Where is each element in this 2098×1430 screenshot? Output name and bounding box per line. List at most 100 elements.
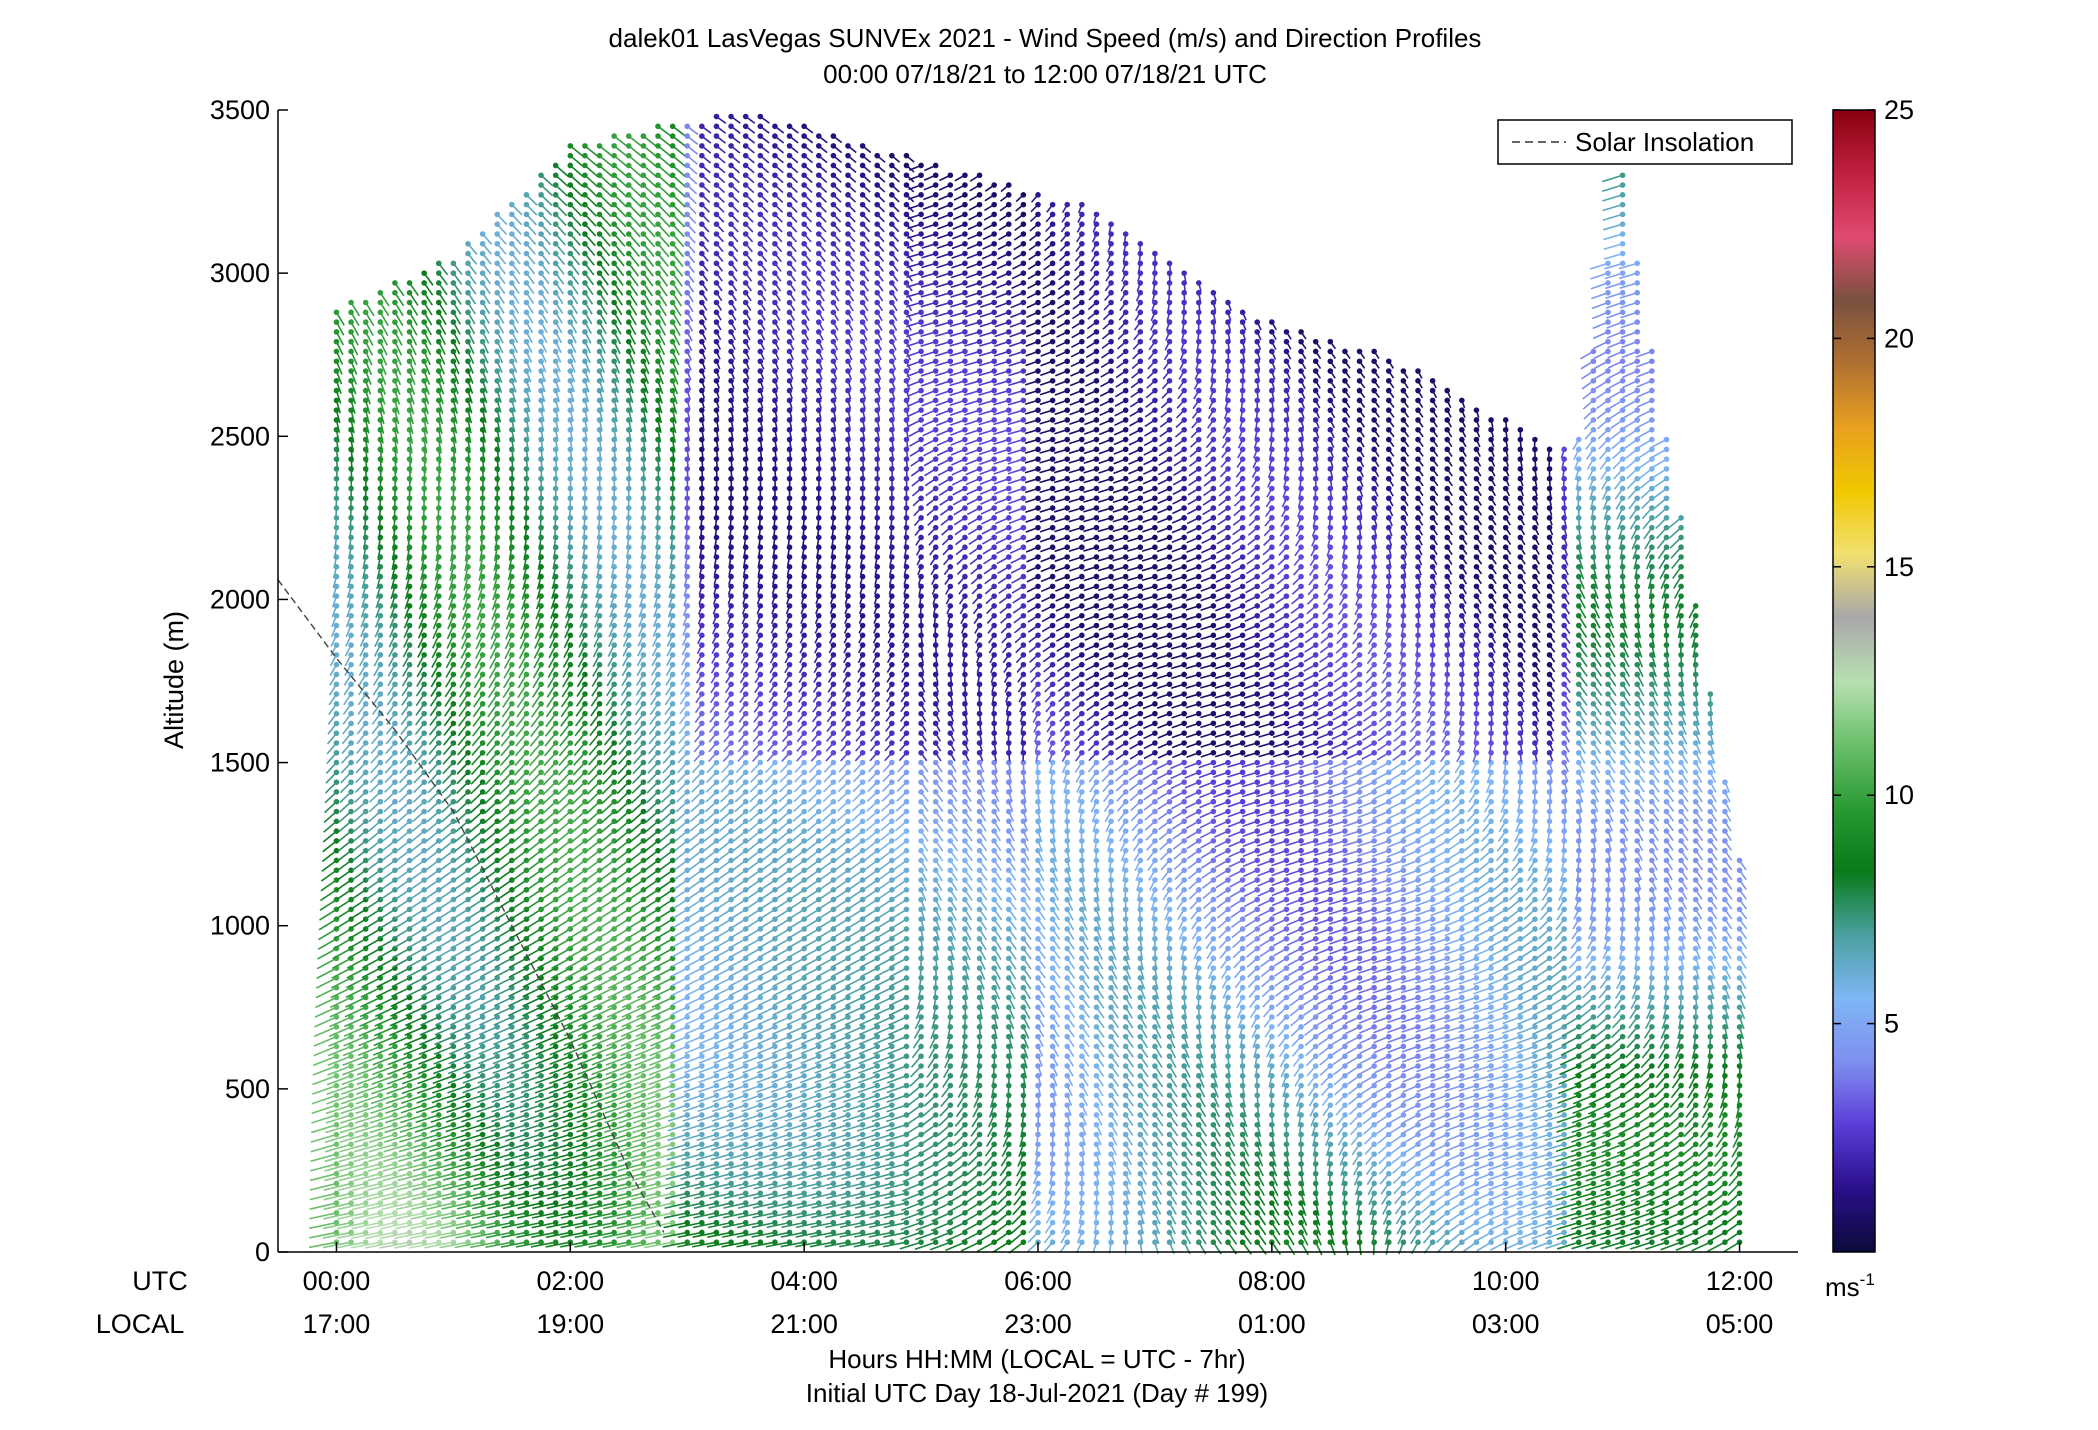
- wind-barb-dot: [641, 1151, 647, 1157]
- wind-barb-dot: [392, 858, 398, 864]
- wind-barb-dot: [553, 339, 559, 345]
- wind-barb-dot: [480, 300, 486, 306]
- wind-barb-dot: [582, 623, 588, 629]
- wind-barb-dot: [465, 652, 471, 658]
- wind-barb-dot: [524, 1122, 530, 1128]
- wind-barb-dot: [509, 642, 515, 648]
- wind-barb-dot: [392, 730, 398, 736]
- wind-barb-dot: [392, 1132, 398, 1138]
- wind-barb-dot: [509, 701, 515, 707]
- wind-barb-dot: [611, 1142, 617, 1148]
- wind-barb-dot: [553, 672, 559, 678]
- wind-barb-dot: [582, 672, 588, 678]
- wind-barb-dot: [407, 613, 413, 619]
- wind-barb-dot: [363, 349, 369, 355]
- wind-barb-dot: [538, 711, 544, 717]
- wind-barb-dot: [421, 819, 427, 825]
- wind-barb-dot: [451, 711, 457, 717]
- wind-barb-dot: [378, 1181, 384, 1187]
- wind-barb-dot: [334, 760, 340, 766]
- wind-barb-dot: [538, 1132, 544, 1138]
- wind-barb-dot: [378, 701, 384, 707]
- wind-barb-dot: [524, 202, 530, 208]
- wind-barb-dot: [670, 1063, 676, 1069]
- wind-barb-dot: [348, 691, 354, 697]
- wind-barb-dot: [436, 642, 442, 648]
- wind-barb-dot: [655, 124, 661, 130]
- wind-barb-dot: [421, 368, 427, 374]
- wind-barb-dot: [465, 329, 471, 335]
- wind-barb-dot: [480, 1200, 486, 1206]
- wind-barb-dot: [538, 740, 544, 746]
- wind-barb-dot: [655, 642, 661, 648]
- wind-barb-dot: [597, 711, 603, 717]
- wind-barb-dot: [378, 290, 384, 296]
- wind-barb-dot: [363, 789, 369, 795]
- wind-barb-dot: [421, 1171, 427, 1177]
- wind-barb-dot: [641, 280, 647, 286]
- wind-barb-dot: [641, 1200, 647, 1206]
- wind-barb-dot: [378, 1063, 384, 1069]
- wind-barb-dot: [611, 1102, 617, 1108]
- wind-barb-dot: [597, 681, 603, 687]
- wind-barb-dot: [670, 1171, 676, 1177]
- wind-barb-dot: [465, 613, 471, 619]
- wind-barb-dot: [626, 163, 632, 169]
- wind-barb-dot: [334, 1151, 340, 1157]
- wind-barb-dot: [348, 309, 354, 315]
- wind-barb-dot: [392, 613, 398, 619]
- wind-barb-dot: [553, 681, 559, 687]
- wind-barb-dot: [641, 339, 647, 345]
- wind-barb-dot: [597, 633, 603, 639]
- wind-barb-dot: [480, 358, 486, 364]
- wind-barb-dot: [465, 270, 471, 276]
- wind-barb-dot: [334, 1073, 340, 1079]
- wind-barb-dot: [363, 770, 369, 776]
- wind-barb-dot: [538, 349, 544, 355]
- wind-barb-dot: [670, 681, 676, 687]
- wind-barb-dot: [582, 701, 588, 707]
- wind-barb-dot: [436, 809, 442, 815]
- wind-barb-dot: [451, 1093, 457, 1099]
- wind-barb-dot: [611, 1151, 617, 1157]
- wind-barb-dot: [655, 1093, 661, 1099]
- wind-barb-dot: [509, 1093, 515, 1099]
- wind-barb-dot: [480, 378, 486, 384]
- wind-barb-dot: [626, 691, 632, 697]
- wind-barb-dot: [436, 613, 442, 619]
- wind-barb-dot: [334, 789, 340, 795]
- wind-barb-dot: [553, 300, 559, 306]
- wind-barb-dot: [553, 329, 559, 335]
- wind-barb-dot: [538, 1083, 544, 1089]
- wind-barb-dot: [670, 721, 676, 727]
- wind-barb-dot: [421, 1190, 427, 1196]
- wind-barb-dot: [334, 740, 340, 746]
- wind-barb-dot: [421, 828, 427, 834]
- wind-barb-dot: [626, 1063, 632, 1069]
- wind-barb-dot: [509, 1053, 515, 1059]
- wind-barb-dot: [641, 290, 647, 296]
- wind-barb-dot: [363, 828, 369, 834]
- wind-barb-dot: [538, 280, 544, 286]
- wind-barb-dot: [494, 1053, 500, 1059]
- wind-barb-dot: [611, 691, 617, 697]
- wind-barb-dot: [597, 1122, 603, 1128]
- wind-barb-dot: [407, 642, 413, 648]
- wind-barb-dot: [363, 819, 369, 825]
- wind-barb-dot: [451, 280, 457, 286]
- wind-barb-dot: [494, 613, 500, 619]
- wind-barb-dot: [524, 378, 530, 384]
- wind-barb-dot: [348, 1122, 354, 1128]
- wind-barb-dot: [611, 368, 617, 374]
- wind-barb-dot: [582, 613, 588, 619]
- wind-barb-dot: [407, 1063, 413, 1069]
- wind-barb-dot: [363, 701, 369, 707]
- wind-barb-dot: [568, 711, 574, 717]
- wind-barb-dot: [407, 329, 413, 335]
- wind-barb-dot: [641, 300, 647, 306]
- wind-barb-dot: [509, 691, 515, 697]
- wind-barb-dot: [641, 613, 647, 619]
- wind-barb-dot: [553, 779, 559, 785]
- wind-barb-dot: [436, 1171, 442, 1177]
- wind-barb-dot: [436, 339, 442, 345]
